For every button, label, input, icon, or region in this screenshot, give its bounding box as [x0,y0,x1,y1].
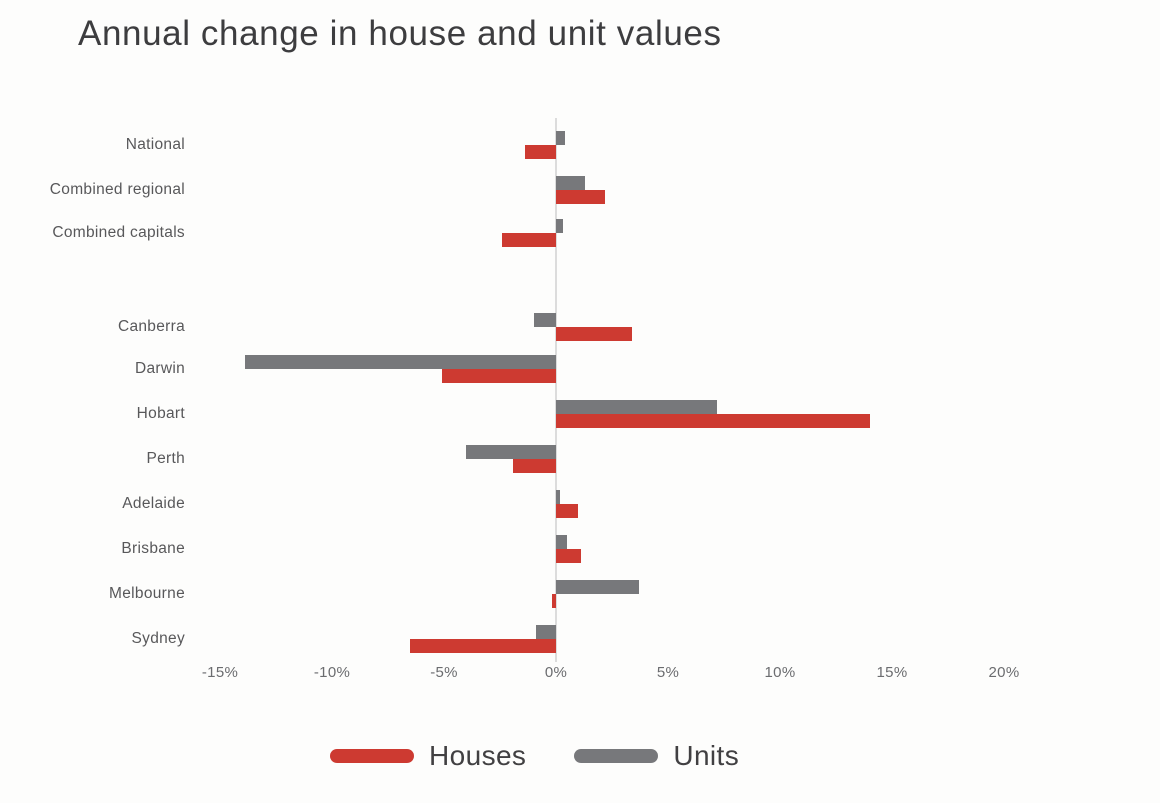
legend-houses-swatch [330,749,414,763]
bar-houses-perth [513,458,556,473]
bar-houses-adelaide [556,503,579,518]
legend-units-swatch [574,749,659,763]
bar-units-sydney [535,624,556,639]
bar-units-adelaide [556,489,561,504]
x-tick-label-0-: 0% [544,664,568,681]
bar-units-combined-capitals [556,218,563,233]
category-label-combined-regional: Combined regional [49,181,185,198]
bar-houses-combined-regional [556,189,606,204]
x-tick-label--5-: -5% [430,664,458,681]
category-label-canberra: Canberra [117,318,185,335]
category-label-hobart: Hobart [136,405,185,422]
bar-units-national [556,130,565,145]
legend: Houses Units [330,740,739,772]
bar-houses-combined-capitals [502,232,556,247]
bar-houses-sydney [410,638,556,653]
category-label-national: National [125,136,185,153]
bar-houses-national [524,144,556,159]
category-label-sydney: Sydney [131,630,185,647]
category-label-melbourne: Melbourne [109,585,185,602]
x-tick-label-10-: 10% [764,664,796,681]
bar-houses-canberra [556,326,633,341]
legend-units-label: Units [673,740,740,771]
bar-units-combined-regional [556,175,586,190]
category-label-adelaide: Adelaide [122,495,185,512]
legend-houses-label: Houses [429,740,527,771]
x-tick-label-15-: 15% [876,664,908,681]
x-tick-label--15-: -15% [201,664,239,681]
category-label-combined-capitals: Combined capitals [52,224,185,241]
bar-units-melbourne [556,579,639,594]
category-label-brisbane: Brisbane [121,540,185,557]
x-tick-label-5-: 5% [656,664,680,681]
x-tick-label--10-: -10% [313,664,351,681]
category-label-darwin: Darwin [134,360,185,377]
bar-units-perth [466,444,556,459]
chart-title: Annual change in house and unit values [78,14,722,53]
bar-units-canberra [533,312,556,327]
bar-units-hobart [556,399,718,414]
bar-houses-melbourne [551,593,556,608]
bar-houses-darwin [441,368,556,383]
x-tick-label-20-: 20% [988,664,1020,681]
zero-axis-line [555,118,557,662]
bar-units-darwin [244,354,556,369]
bar-houses-brisbane [556,548,581,563]
bar-units-brisbane [556,534,568,549]
bar-houses-hobart [556,413,870,428]
category-label-perth: Perth [146,450,185,467]
